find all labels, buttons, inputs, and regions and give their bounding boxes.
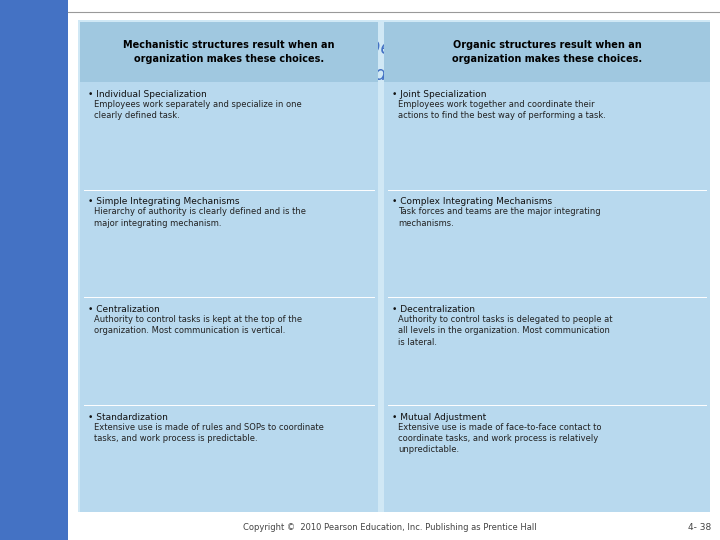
Text: Copyright ©  2010 Pearson Education, Inc. Publishing as Prentice Hall: Copyright © 2010 Pearson Education, Inc.…: [243, 523, 537, 531]
Text: Employees work separately and specialize in one
clearly defined task.: Employees work separately and specialize…: [94, 100, 302, 120]
Text: 4- 38: 4- 38: [688, 523, 711, 531]
Text: Mechanistic structures result when an
organization makes these choices.: Mechanistic structures result when an or…: [123, 40, 335, 64]
Text: • Joint Specialization: • Joint Specialization: [392, 90, 487, 99]
FancyBboxPatch shape: [80, 22, 378, 512]
Text: Figure 4.6: How the Design Challenges Result: Figure 4.6: How the Design Challenges Re…: [175, 38, 605, 57]
Text: Extensive use is made of face-to-face contact to
coordinate tasks, and work proc: Extensive use is made of face-to-face co…: [398, 422, 601, 454]
FancyBboxPatch shape: [384, 22, 710, 82]
Text: • Mutual Adjustment: • Mutual Adjustment: [392, 413, 486, 422]
FancyBboxPatch shape: [80, 22, 378, 82]
Text: Task forces and teams are the major integrating
mechanisms.: Task forces and teams are the major inte…: [398, 207, 600, 228]
Text: Authority to control tasks is kept at the top of the
organization. Most communic: Authority to control tasks is kept at th…: [94, 315, 302, 335]
FancyBboxPatch shape: [0, 0, 68, 540]
Text: Extensive use is made of rules and SOPs to coordinate
tasks, and work process is: Extensive use is made of rules and SOPs …: [94, 422, 324, 443]
Text: Organic structures result when an
organization makes these choices.: Organic structures result when an organi…: [452, 40, 642, 64]
Text: Hierarchy of authority is clearly defined and is the
major integrating mechanism: Hierarchy of authority is clearly define…: [94, 207, 306, 228]
Text: • Centralization: • Centralization: [88, 305, 160, 314]
Text: Authority to control tasks is delegated to people at
all levels in the organizat: Authority to control tasks is delegated …: [398, 315, 613, 347]
Text: in Mechanistic and Organic Structures: in Mechanistic and Organic Structures: [211, 65, 569, 84]
Text: • Simple Integrating Mechanisms: • Simple Integrating Mechanisms: [88, 198, 240, 206]
Text: • Complex Integrating Mechanisms: • Complex Integrating Mechanisms: [392, 198, 552, 206]
FancyBboxPatch shape: [78, 20, 710, 512]
Text: • Individual Specialization: • Individual Specialization: [88, 90, 207, 99]
Text: • Standardization: • Standardization: [88, 413, 168, 422]
FancyBboxPatch shape: [384, 22, 710, 512]
Text: Employees work together and coordinate their
actions to find the best way of per: Employees work together and coordinate t…: [398, 100, 606, 120]
Text: • Decentralization: • Decentralization: [392, 305, 475, 314]
